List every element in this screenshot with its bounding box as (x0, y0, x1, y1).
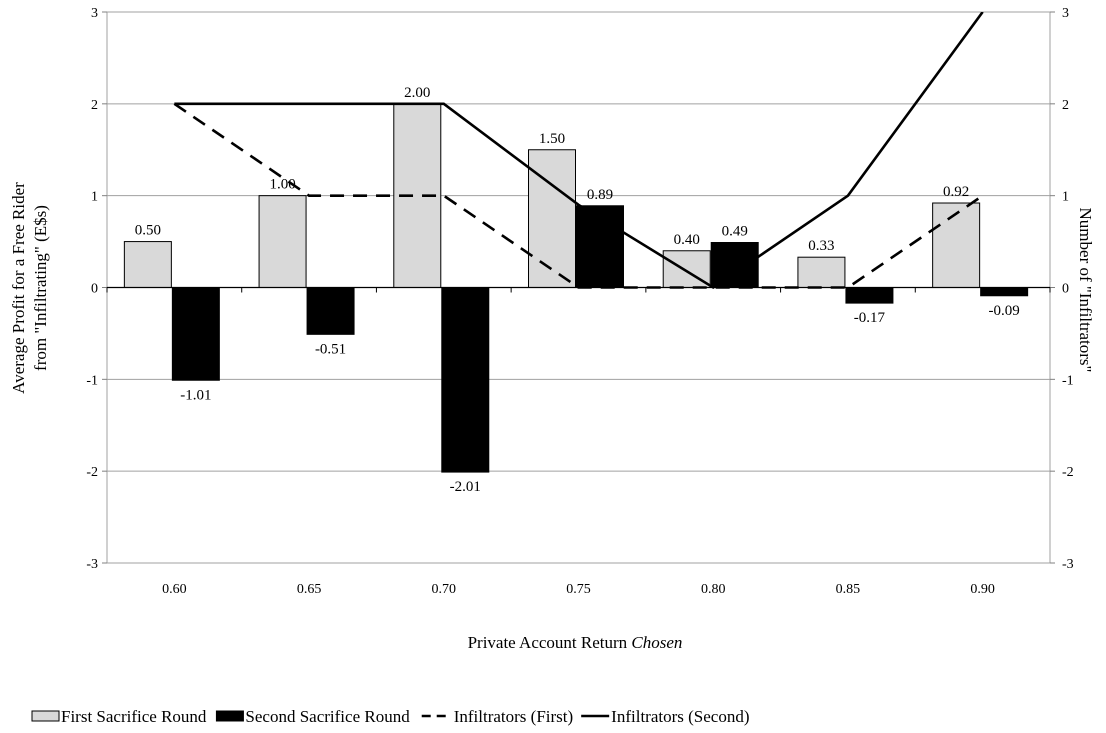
x-tick-label: 0.65 (297, 582, 322, 597)
bar (306, 287, 355, 335)
data-labels: 0.50 1.00 2.00 1.50 0.40 0.33 0.92 -1.01 -0.51 -2… (135, 85, 1020, 495)
legend-label: Infiltrators (First) (454, 707, 573, 726)
bar (845, 287, 894, 304)
legend-label: Second Sacrifice Round (245, 707, 410, 726)
data-label: 1.50 (539, 131, 565, 147)
x-tick-label: 0.75 (566, 582, 591, 597)
data-label: -0.17 (854, 310, 886, 326)
y-tick-label: 0 (91, 282, 98, 297)
bar (258, 195, 307, 289)
bar (441, 287, 490, 473)
y2-tick-label: -2 (1062, 465, 1074, 480)
y2-tick-label: 2 (1062, 98, 1069, 113)
bar (171, 287, 220, 381)
data-label: 2.00 (404, 85, 430, 101)
data-label: 1.00 (269, 177, 295, 193)
bar (797, 256, 846, 289)
legend-label: First Sacrifice Round (61, 707, 207, 726)
data-label: -0.51 (315, 341, 346, 357)
y2-tick-label: 3 (1062, 6, 1069, 21)
y2-tick-label: 0 (1062, 282, 1069, 297)
data-label: -1.01 (180, 387, 211, 403)
x-tick-label: 0.60 (162, 582, 187, 597)
y-tick-label: 3 (91, 6, 98, 21)
y-tick-label: -3 (86, 557, 98, 572)
y-tick-label: -1 (86, 373, 98, 388)
bar (123, 241, 172, 288)
y-axis-title-line2: from "Infiltrating" (E$s) (31, 205, 50, 371)
data-label: 0.89 (587, 187, 613, 203)
legend: First Sacrifice Round Second Sacrifice Ro… (31, 707, 750, 726)
y-axis-title-line1: Average Profit for a Free Rider (9, 182, 28, 394)
data-label: 0.33 (808, 238, 834, 254)
bar (980, 287, 1029, 297)
tick-labels: -3 -2 -1 0 1 2 3 -3 -2 -1 0 1 2 3 0.60 0.65 0.70 0.75 0.80… (86, 6, 1073, 597)
line-infiltrators-second (174, 12, 984, 290)
legend-swatch (215, 710, 244, 722)
y2-axis-title: Number of "Infiltrators" (1076, 208, 1095, 373)
x-tick-label: 0.85 (836, 582, 861, 597)
data-label: 0.92 (943, 184, 969, 200)
y-tick-label: 2 (91, 98, 98, 113)
bar (932, 202, 981, 288)
legend-swatch (31, 710, 60, 722)
x-axis-title: Private Account Return Chosen (468, 633, 683, 652)
y2-tick-label: 1 (1062, 190, 1069, 205)
bars (123, 103, 1029, 473)
x-tick-label: 0.90 (970, 582, 995, 597)
bar (710, 242, 759, 288)
y-tick-label: -2 (86, 465, 98, 480)
legend-label: Infiltrators (Second) (611, 707, 749, 726)
y2-tick-label: -1 (1062, 373, 1074, 388)
x-tick-label: 0.70 (432, 582, 457, 597)
bar (528, 149, 576, 288)
y-tick-label: 1 (91, 190, 98, 205)
data-label: 0.49 (722, 224, 748, 240)
line-infiltrators-first (173, 102, 984, 289)
data-label: -2.01 (450, 479, 481, 495)
series-lines (173, 12, 984, 290)
data-label: -0.09 (989, 303, 1020, 319)
y2-tick-label: -3 (1062, 557, 1074, 572)
data-label: 0.40 (674, 232, 700, 248)
data-label: 0.50 (135, 223, 161, 239)
x-tick-label: 0.80 (701, 582, 726, 597)
